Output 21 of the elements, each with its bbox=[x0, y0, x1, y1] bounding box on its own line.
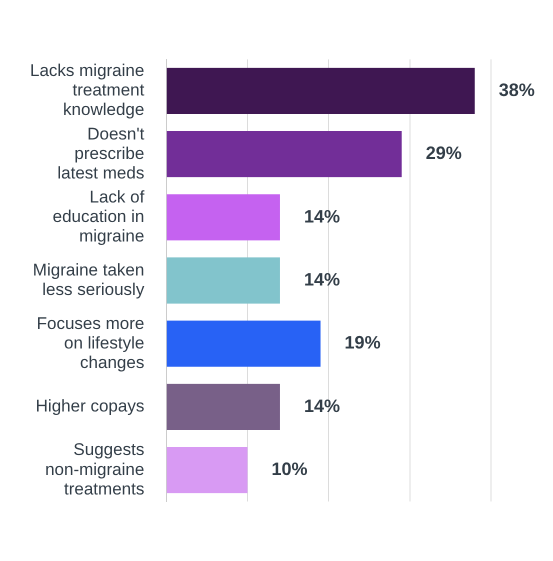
y-tick-label: Lack of education in migraine bbox=[52, 187, 145, 246]
y-tick-label: Migraine taken less seriously bbox=[32, 260, 145, 299]
y-tick-label: Higher copays bbox=[36, 396, 144, 416]
y-tick-label: Doesn't prescribe latest meds bbox=[57, 124, 145, 182]
data-label: 14% bbox=[304, 269, 340, 290]
bar bbox=[166, 384, 280, 430]
y-tick-label: Focuses more on lifestyle changes bbox=[36, 314, 144, 372]
bar bbox=[166, 194, 280, 240]
y-tick-label: Suggests non-migraine treatments bbox=[45, 440, 144, 498]
data-label: 19% bbox=[344, 332, 381, 353]
bar bbox=[166, 257, 280, 304]
data-label: 10% bbox=[271, 459, 308, 480]
data-label: 14% bbox=[304, 396, 340, 416]
data-label: 14% bbox=[304, 206, 340, 226]
y-tick-label: Lacks migraine treatment knowledge bbox=[30, 61, 145, 120]
bar bbox=[166, 68, 475, 114]
data-label: 29% bbox=[426, 143, 462, 164]
bar bbox=[166, 131, 402, 178]
bar bbox=[166, 320, 321, 367]
bar bbox=[166, 447, 248, 494]
data-label: 38% bbox=[498, 80, 535, 100]
